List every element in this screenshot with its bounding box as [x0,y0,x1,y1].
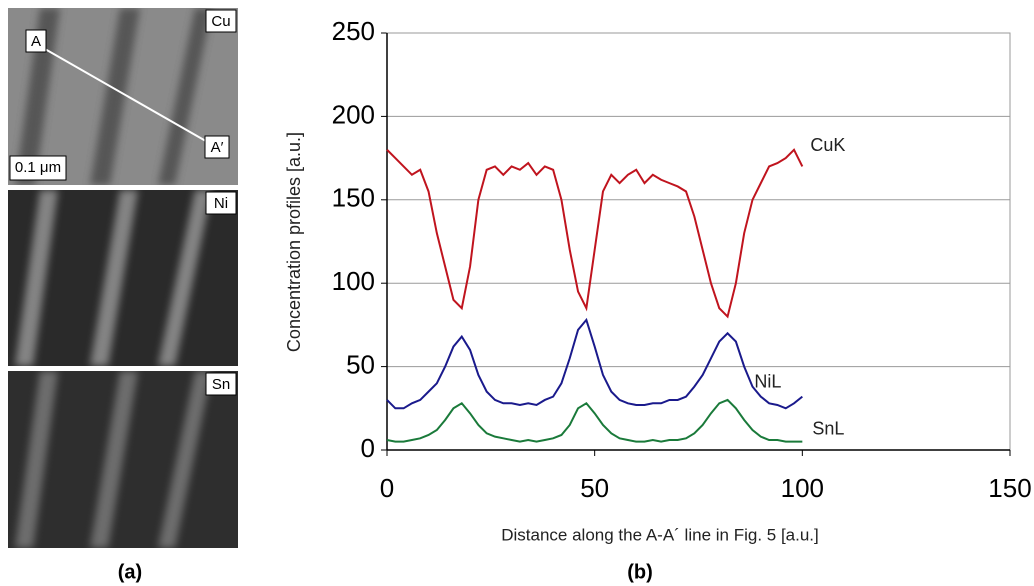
x-tick-label: 50 [580,473,609,503]
profile-line [37,44,219,149]
point-label: A′ [211,139,224,156]
panel-label: (b) [627,561,653,583]
element-label: Sn [212,376,230,393]
series-label: SnL [812,418,844,438]
micrograph-sn [8,371,238,548]
panel-label: (a) [118,561,142,583]
y-tick-label: 200 [332,99,375,129]
y-axis-title: Concentration profiles [a.u.] [284,132,304,352]
element-label: Ni [214,195,228,212]
x-axis-title: Distance along the A-A´ line in Fig. 5 [… [501,525,819,544]
scale-bar-label: 0.1 μm [15,159,61,176]
x-tick-label: 150 [988,473,1031,503]
data-line [386,148,804,319]
y-tick-label: 50 [346,349,375,379]
series-label: CuK [810,135,845,155]
plot-frame [386,32,1011,451]
y-tick-label: 250 [332,16,375,46]
series-label: NiL [754,371,781,391]
micrograph-ni [8,190,238,366]
micrograph-labels: Cu Ni Sn A A′ 0.1 μm [9,9,237,396]
x-tick-label: 0 [380,473,394,503]
element-label: Cu [211,13,230,30]
data-line [386,398,803,443]
y-tick-label: 100 [332,266,375,296]
point-label: A [31,33,41,50]
y-tick-label: 0 [361,433,375,463]
y-tick-label: 150 [332,183,375,213]
x-tick-label: 100 [781,473,824,503]
data-line [386,317,803,410]
